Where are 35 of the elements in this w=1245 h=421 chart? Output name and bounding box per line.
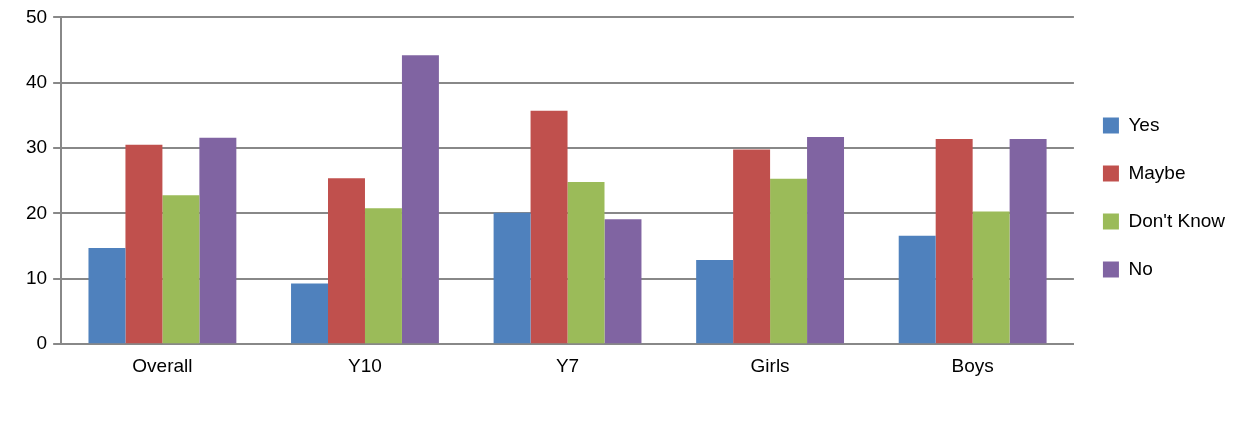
bar xyxy=(567,182,605,344)
bar xyxy=(604,219,642,344)
y-tick-label: 50 xyxy=(25,5,48,27)
legend-label: Don't Know xyxy=(1128,209,1226,231)
bar xyxy=(125,144,163,344)
bar xyxy=(199,137,237,344)
bar xyxy=(88,248,126,344)
bar xyxy=(733,149,771,344)
bar xyxy=(696,259,734,344)
legend-label: Maybe xyxy=(1128,161,1186,183)
legend-label: Yes xyxy=(1128,113,1160,135)
bar xyxy=(1009,138,1047,344)
bar xyxy=(530,110,568,344)
x-tick-label: Girls xyxy=(750,354,790,376)
y-tick-label: 30 xyxy=(25,136,48,158)
bar xyxy=(328,178,365,344)
bar xyxy=(770,178,808,344)
legend-label: No xyxy=(1128,257,1153,279)
y-tick-label: 20 xyxy=(25,201,48,223)
bar xyxy=(807,137,845,344)
bar xyxy=(364,208,402,344)
bar xyxy=(898,235,936,344)
bar xyxy=(162,195,200,344)
x-tick-label: Y10 xyxy=(348,354,382,376)
bar xyxy=(401,55,439,344)
x-tick-label: Boys xyxy=(951,354,994,376)
bar xyxy=(291,283,329,344)
y-tick-label: 0 xyxy=(36,332,48,354)
x-tick-label: Overall xyxy=(132,354,193,376)
bar xyxy=(935,138,973,344)
y-tick-label: 10 xyxy=(25,267,48,289)
bar xyxy=(972,211,1010,344)
x-tick-label: Y7 xyxy=(555,354,580,376)
y-tick-label: 40 xyxy=(25,70,48,92)
bar xyxy=(493,212,531,344)
